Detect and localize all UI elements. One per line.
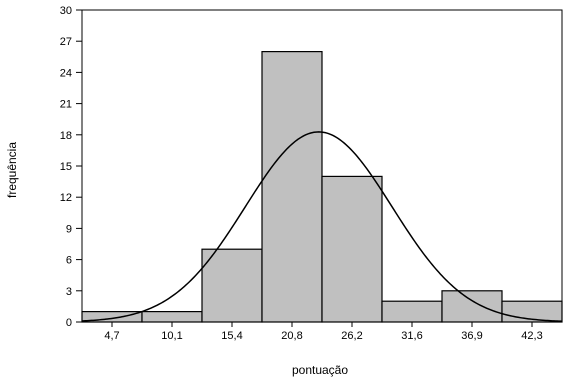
x-tick-label: 26,2 <box>341 330 362 342</box>
histogram-bar <box>261 50 323 323</box>
x-tick-label: 42,3 <box>521 330 542 342</box>
x-tick-label: 31,6 <box>401 330 422 342</box>
x-tick-label: 15,4 <box>221 330 242 342</box>
x-tick-label: 10,1 <box>161 330 182 342</box>
y-tick-label: 3 <box>66 286 72 298</box>
y-axis-title: frequência <box>5 142 19 198</box>
histogram-bar <box>321 175 383 323</box>
x-axis-title: pontuação <box>292 363 348 377</box>
bars-group <box>81 50 563 323</box>
y-tick-label: 18 <box>60 130 72 142</box>
y-tick-label: 30 <box>60 5 72 17</box>
y-tick-label: 12 <box>60 192 72 204</box>
x-tick-label: 20,8 <box>281 330 302 342</box>
histogram-bar <box>441 290 503 323</box>
histogram-bar <box>141 311 203 323</box>
normal-curve-group <box>81 131 563 322</box>
histogram-bar <box>201 248 263 323</box>
y-tick-label: 24 <box>60 67 72 79</box>
y-tick-label: 15 <box>60 161 72 173</box>
x-axis: 4,7 10,1 15,4 20,8 26,2 31,6 36,9 42,3 <box>104 322 543 342</box>
x-tick-label: 4,7 <box>104 330 119 342</box>
y-axis: 0 3 6 9 12 15 18 21 24 27 30 <box>60 5 82 329</box>
normal-curve <box>81 131 563 322</box>
histogram-bar <box>381 300 443 323</box>
y-tick-label: 9 <box>66 223 72 235</box>
x-tick-label: 36,9 <box>461 330 482 342</box>
y-tick-label: 21 <box>60 99 72 111</box>
y-tick-label: 0 <box>66 317 72 329</box>
y-tick-label: 6 <box>66 255 72 267</box>
y-tick-label: 27 <box>60 36 72 48</box>
